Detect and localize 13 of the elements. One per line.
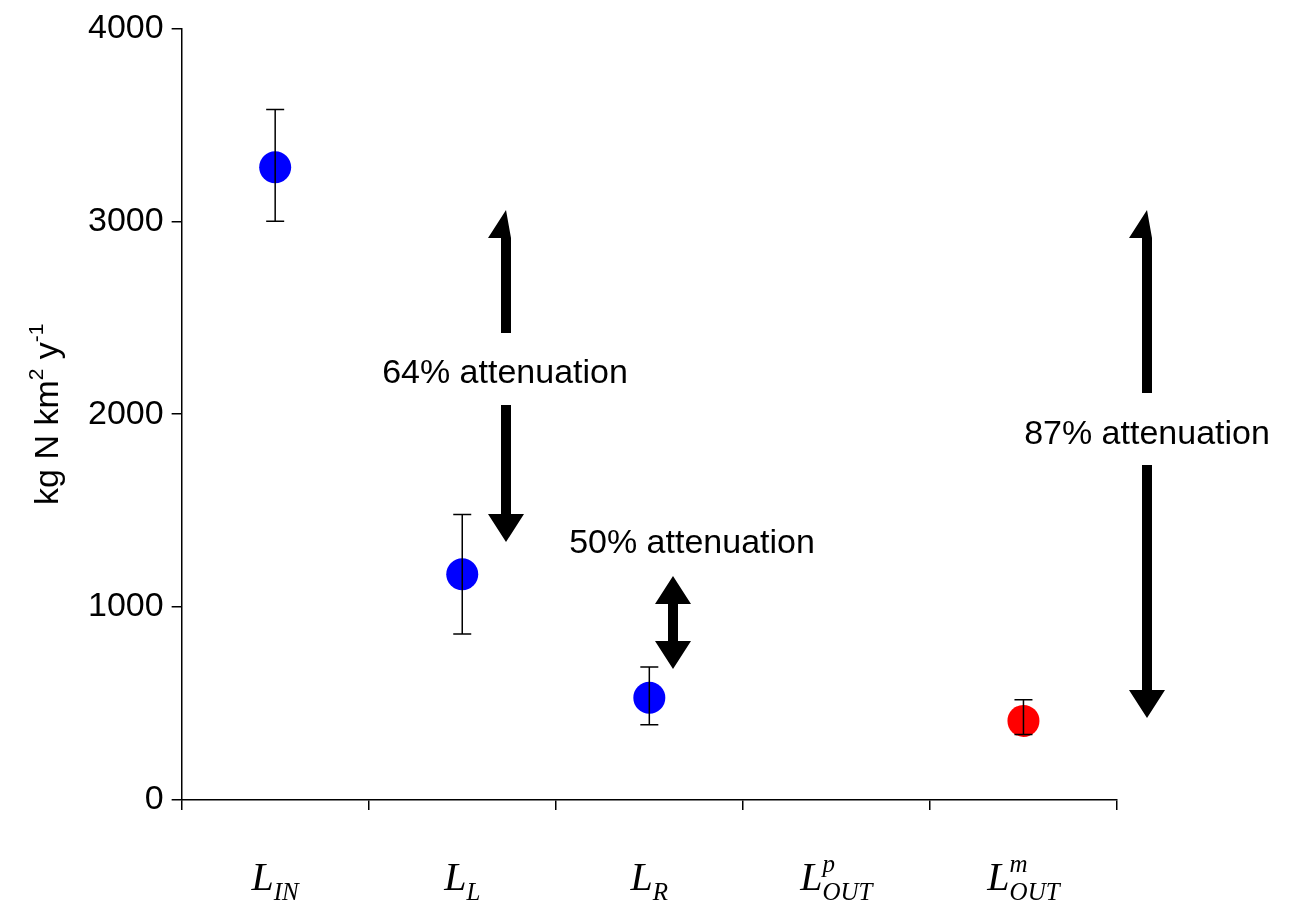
annotation: 87% attenuation — [1024, 413, 1270, 451]
point — [259, 151, 292, 184]
annotation: 64% attenuation — [382, 352, 628, 390]
y-tick-label: 1000 — [88, 585, 164, 624]
point — [446, 558, 479, 591]
y-tick-label: 3000 — [88, 199, 164, 238]
annotation: 50% attenuation — [569, 522, 815, 560]
y-tick-label: 4000 — [88, 6, 164, 45]
point — [1007, 704, 1040, 737]
y-tick-label: 0 — [144, 778, 164, 817]
y-tick-label: 2000 — [88, 392, 164, 431]
y-axis-title: kg N km2 y-1 — [23, 323, 65, 505]
point — [633, 681, 666, 714]
